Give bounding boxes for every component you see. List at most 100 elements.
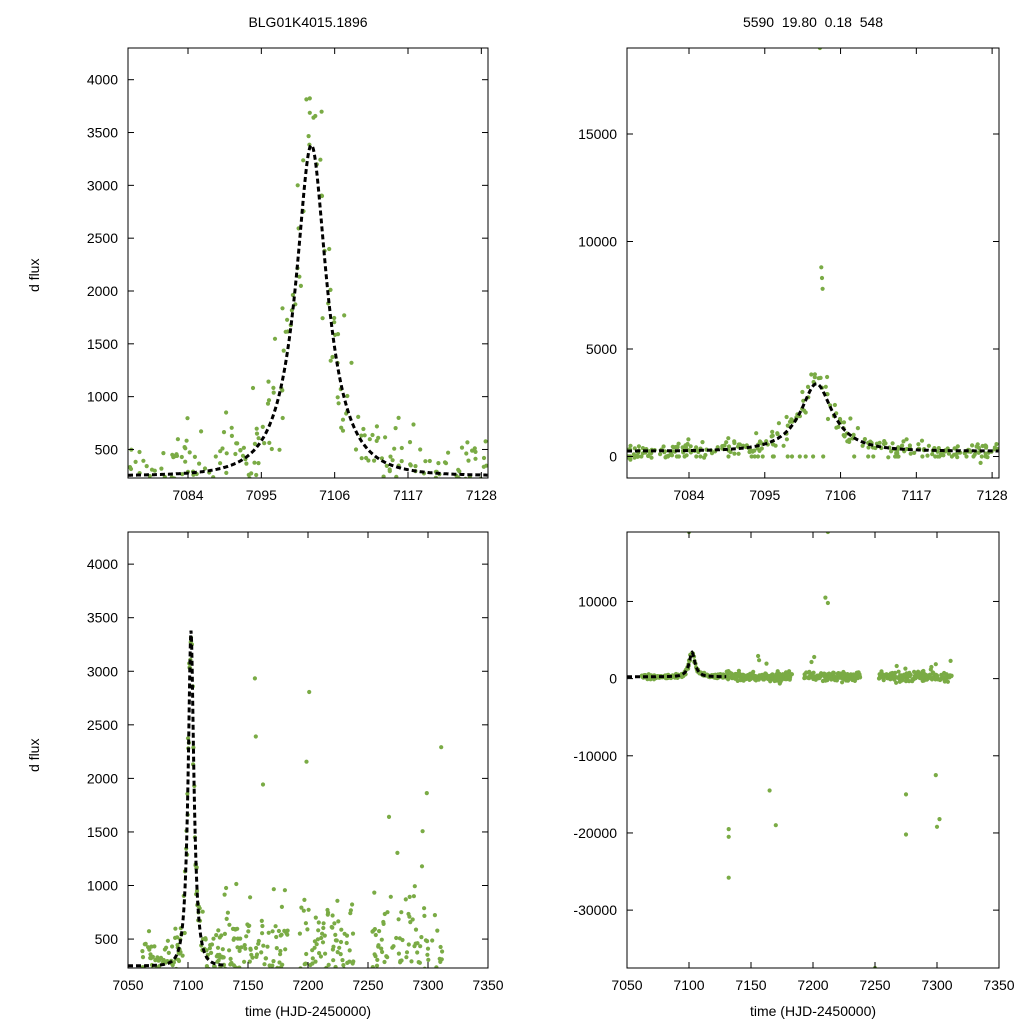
data-point [265,944,270,949]
y-tick-label: 15000 [578,126,617,142]
data-point [165,500,169,504]
data-point [268,1000,272,1004]
data-point [736,668,742,673]
data-point [194,888,200,894]
data-point [356,414,361,419]
x-tick-label: 7250 [859,977,890,993]
data-point [337,945,342,950]
data-point [327,246,332,252]
data-point [700,440,705,445]
model-fit-curve [128,630,224,968]
data-point [248,947,253,952]
data-point [349,360,354,365]
data-point [726,875,731,880]
data-point [342,313,347,318]
data-point [688,444,693,449]
data-point [133,489,137,493]
y-tick-label: 0 [609,671,617,687]
data-point [726,444,732,449]
data-point [340,1019,344,1023]
data-point [239,945,244,950]
data-point [231,993,235,997]
data-point [240,453,246,458]
data-point [331,944,336,949]
data-point [201,506,205,510]
data-point [418,447,423,452]
data-point [324,1003,328,1007]
data-point [187,450,192,455]
data-point [241,999,245,1003]
data-point [803,454,808,459]
data-point [326,968,330,972]
data-point [310,956,315,961]
data-point [148,487,152,491]
data-point [326,962,331,968]
data-point [297,931,302,936]
data-point [877,440,882,445]
data-point [224,885,229,891]
plot-frame [626,531,1000,969]
data-point [343,980,347,984]
data-point [330,354,335,360]
data-point [158,488,162,492]
data-point [386,484,390,488]
data-point [464,451,469,456]
data-point [347,959,352,964]
data-point [199,429,204,434]
data-point [425,939,430,944]
data-point [304,97,309,102]
data-point [754,431,759,436]
data-point [381,474,386,478]
data-point [335,332,341,337]
data-point [472,446,477,451]
data-point [303,921,308,926]
data-point [968,449,973,454]
y-tick-label: 500 [95,441,119,457]
data-point [244,478,248,482]
data-point [213,454,218,459]
data-point [254,472,259,478]
data-point [443,461,449,466]
data-point [146,970,150,974]
data-point [416,1004,420,1008]
x-tick-label: 7084 [172,487,203,503]
data-point [166,969,170,973]
data-point [165,938,170,943]
data-point [160,971,164,975]
data-point [362,433,367,438]
data-point [228,984,232,988]
data-point [426,957,431,963]
data-point [862,437,868,442]
x-tick-label: 7117 [901,487,931,503]
data-point [163,984,167,988]
data-point [438,944,443,950]
data-point [949,454,955,459]
data-point [344,1010,348,1014]
data-point [381,997,385,1001]
data-point [385,910,390,915]
data-point [379,937,384,942]
data-point [685,441,690,447]
data-point [682,454,687,459]
data-point [260,782,266,787]
data-point [271,390,276,395]
data-point [636,444,642,449]
data-point [483,439,488,444]
y-tick-label: 1000 [87,389,118,405]
data-point [151,978,155,982]
data-point [235,926,240,931]
data-point [350,931,356,936]
data-point [330,977,334,981]
y-tick-label: 1000 [87,878,118,894]
data-point [339,927,344,932]
data-point [847,439,852,444]
data-point [348,908,353,913]
data-point [318,157,323,162]
data-point [344,940,349,946]
data-point [404,955,409,960]
data-point [787,669,792,674]
data-point [379,504,383,508]
data-point [304,759,309,764]
data-point [332,921,337,926]
data-point [676,441,681,446]
